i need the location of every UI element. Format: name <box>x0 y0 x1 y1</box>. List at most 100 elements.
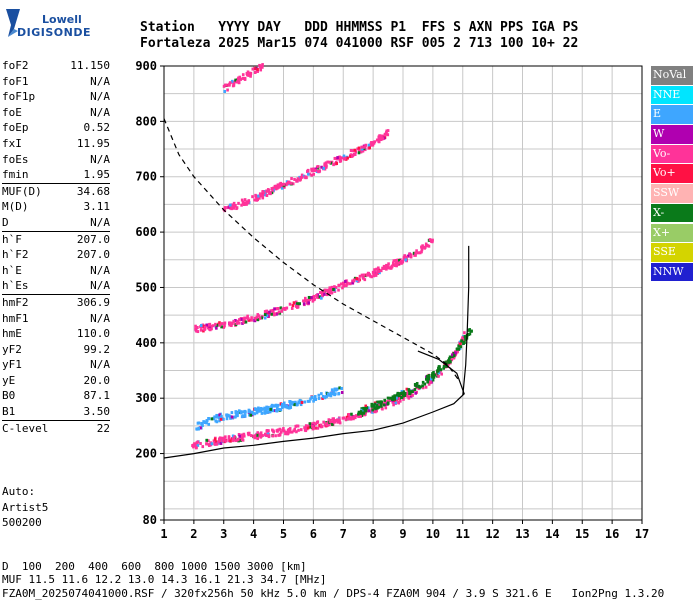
param-value: N/A <box>90 279 110 293</box>
echo-point <box>197 426 201 430</box>
echo-point <box>331 422 334 426</box>
param-value: 34.68 <box>76 184 110 198</box>
echo-point <box>325 293 329 297</box>
echo-point <box>265 434 268 438</box>
echo-point <box>397 396 401 400</box>
param-row: MUF(D) 34.68 <box>2 182 110 200</box>
echo-point <box>314 426 317 430</box>
param-row: hmF2 306.9 <box>2 293 110 311</box>
echo-point <box>381 266 384 270</box>
echo-point <box>265 311 269 315</box>
param-row: foE N/A <box>2 105 110 121</box>
param-value: N/A <box>90 74 110 88</box>
y-tick-label: 500 <box>135 280 157 294</box>
param-value: 3.50 <box>83 405 111 419</box>
legend-item: Vo+ <box>651 164 693 183</box>
echo-point <box>294 304 298 308</box>
echo-point <box>232 82 236 86</box>
echo-point <box>413 387 417 391</box>
echo-point <box>343 156 347 160</box>
param-value: N/A <box>90 311 110 325</box>
param-value: 1.95 <box>83 168 111 182</box>
echo-point <box>329 391 333 395</box>
echo-point <box>215 442 219 446</box>
echo-point <box>304 425 308 429</box>
echo-point <box>215 413 218 417</box>
header-values: Fortaleza 2025 Mar15 074 041000 RSF 005 … <box>140 36 579 51</box>
echo-point <box>237 409 241 413</box>
echo-point <box>451 355 454 359</box>
legend-item: E <box>651 105 693 124</box>
echo-point <box>231 437 235 441</box>
echo-point <box>243 316 246 320</box>
echo-point <box>349 417 353 421</box>
param-label: hmF1 <box>2 311 29 325</box>
echo-point <box>244 202 247 206</box>
echo-point <box>396 258 399 262</box>
param-row: B1 3.50 <box>2 404 110 420</box>
echo-point <box>232 319 236 323</box>
echo-point <box>404 258 408 262</box>
echo-point <box>241 73 245 77</box>
echo-point <box>238 318 241 322</box>
echo-point <box>327 418 331 422</box>
echo-point <box>314 397 318 401</box>
echo-point <box>353 416 357 420</box>
echo-point <box>393 397 397 401</box>
echo-point <box>220 322 224 326</box>
echo-point <box>344 279 347 283</box>
echo-point <box>378 137 381 141</box>
echo-point <box>322 166 326 170</box>
echo-point <box>250 316 253 320</box>
echo-point <box>362 273 366 277</box>
echo-point <box>261 196 265 200</box>
echo-point <box>392 403 395 407</box>
echo-point <box>423 246 426 250</box>
echo-point <box>382 264 386 268</box>
echo-point <box>361 149 365 153</box>
param-row: yF2 99.2 <box>2 342 110 358</box>
echo-point <box>219 417 223 421</box>
echo-point <box>352 415 355 419</box>
echo-point <box>340 386 343 390</box>
echo-point <box>333 156 337 160</box>
echo-point <box>257 406 260 410</box>
echo-point <box>230 415 234 419</box>
echo-point <box>306 168 310 172</box>
echo-point <box>224 439 228 443</box>
echo-point <box>285 306 289 310</box>
echo-point <box>215 326 218 330</box>
echo-point <box>362 411 366 415</box>
echo-point <box>381 134 385 138</box>
echo-point <box>371 404 374 408</box>
echo-point <box>274 434 277 438</box>
echo-point <box>313 395 317 399</box>
echo-point <box>260 316 264 320</box>
echo-point <box>287 428 291 432</box>
param-row: h`Es N/A <box>2 278 110 294</box>
echo-point <box>375 138 379 142</box>
echo-point <box>199 328 203 332</box>
ionogram-chart: 1 2 3 4 5 6 7 8 9 10 11 12 13 14 15 16 17802003004005006… <box>135 59 649 541</box>
echo-point <box>298 178 302 182</box>
echo-point <box>412 251 416 255</box>
echo-point <box>316 420 320 424</box>
param-label: h`F2 <box>2 248 29 262</box>
param-row: hmE 110.0 <box>2 326 110 342</box>
echo-point <box>440 372 443 376</box>
echo-point <box>335 387 338 391</box>
echo-point <box>295 403 299 407</box>
logo-line1: Lowell <box>42 13 82 26</box>
echo-point <box>242 432 246 436</box>
echo-point <box>291 304 295 308</box>
echo-point <box>205 323 208 327</box>
echo-point <box>280 430 283 434</box>
echo-point <box>269 407 273 411</box>
echo-point <box>323 288 327 292</box>
echo-point <box>203 325 207 329</box>
echo-point <box>455 350 459 354</box>
echo-point <box>263 432 267 436</box>
echo-point <box>420 248 424 252</box>
echo-point <box>403 393 407 397</box>
echo-point <box>236 414 239 418</box>
